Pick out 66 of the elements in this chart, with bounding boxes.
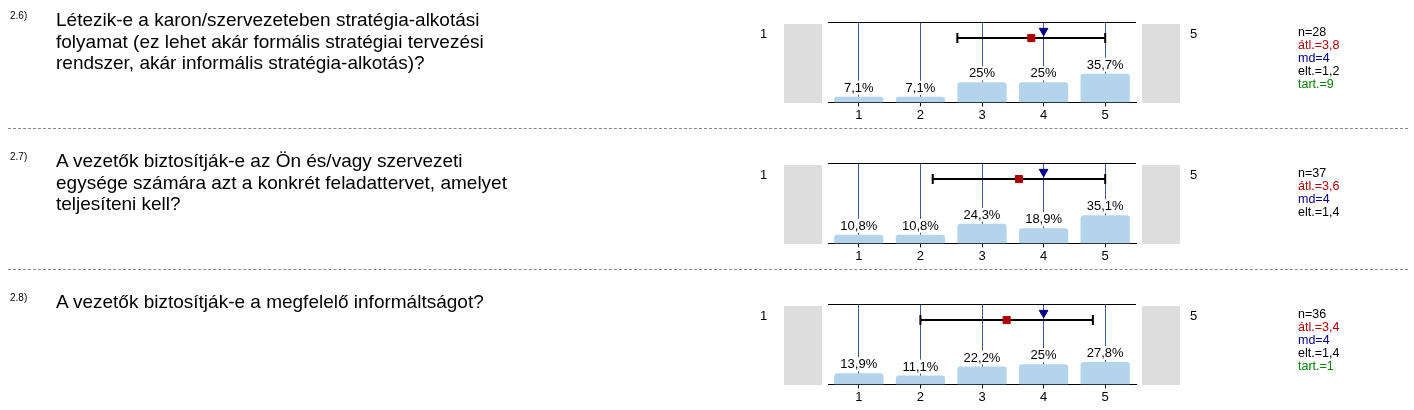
data-label: 25% xyxy=(1030,347,1058,363)
data-label: 35,1% xyxy=(1086,198,1125,214)
data-label: 13,9% xyxy=(840,356,878,372)
x-tick-label: 5 xyxy=(1101,106,1109,122)
bar xyxy=(834,234,884,244)
text: tart.=9 xyxy=(1298,77,1335,91)
x-tick-label: 1 xyxy=(855,247,863,263)
text: md=4 xyxy=(1298,51,1331,65)
bar xyxy=(895,375,946,385)
text: 1 xyxy=(760,167,768,182)
x-tick-label: 4 xyxy=(1039,388,1048,404)
text: 1 xyxy=(760,26,768,41)
data-label: 18,9% xyxy=(1025,211,1063,227)
x-tick-label: 3 xyxy=(978,247,986,263)
text: n=37 xyxy=(1298,166,1328,180)
text: A vezetők biztosítják-e a megfelelő informáltságot? xyxy=(56,291,485,313)
text: 2.8) xyxy=(10,292,28,303)
text: átl.=3,4 xyxy=(1298,320,1340,334)
bar xyxy=(895,234,946,244)
bar xyxy=(834,373,884,385)
data-label: 25% xyxy=(968,65,996,81)
text: átl.=3,8 xyxy=(1298,38,1340,52)
data-label: 10,8% xyxy=(901,217,940,233)
text: 2.7) xyxy=(10,151,28,162)
x-tick-label: 2 xyxy=(916,247,925,263)
data-label: 7,1% xyxy=(905,79,936,95)
data-label: 11,1% xyxy=(902,358,939,374)
x-tick-label: 3 xyxy=(978,106,986,122)
text: tart.=1 xyxy=(1298,359,1335,373)
x-tick-label: 1 xyxy=(855,106,863,122)
text: 5 xyxy=(1190,167,1198,182)
x-tick-label: 2 xyxy=(916,388,925,404)
text: 5 xyxy=(1190,308,1198,323)
bar xyxy=(1080,362,1130,385)
data-label: 22,2% xyxy=(963,349,1001,365)
x-tick-label: 2 xyxy=(916,106,925,122)
data-label: 10,8% xyxy=(840,217,878,233)
text: A vezetők biztosítják-e az Ön és/vagy szervezeti egysége számára azt a konkrét feladattervet, amelyet teljesíteni kell? xyxy=(56,150,508,215)
text: elt.=1,4 xyxy=(1298,346,1340,360)
bar xyxy=(1018,364,1069,385)
x-tick-label: 4 xyxy=(1039,106,1048,122)
text: 1 xyxy=(760,308,768,323)
x-tick-label: 5 xyxy=(1101,388,1109,404)
x-tick-label: 5 xyxy=(1101,247,1109,263)
data-label: 24,3% xyxy=(963,206,1001,222)
x-tick-label: 1 xyxy=(855,388,863,404)
data-label: 27,8% xyxy=(1086,345,1125,361)
x-tick-label: 3 xyxy=(978,388,986,404)
text: átl.=3,6 xyxy=(1298,179,1340,193)
text: elt.=1,4 xyxy=(1298,205,1340,219)
data-label: 7,1% xyxy=(843,79,875,95)
text: 2.6) xyxy=(10,10,28,21)
data-label: 35,7% xyxy=(1086,56,1125,72)
text: md=4 xyxy=(1298,192,1331,206)
text: Létezik-e a karon/szervezeteben stratégia-alkotási folyamat (ez lehet akár formális stratégiai tervezési rendszer, akár informális stratégia-alkotás)? xyxy=(56,9,485,74)
text: md=4 xyxy=(1298,333,1331,347)
bar xyxy=(1018,228,1069,244)
x-tick-label: 4 xyxy=(1039,247,1048,263)
bar xyxy=(1080,215,1130,244)
text: n=28 xyxy=(1298,25,1328,39)
bar xyxy=(957,223,1007,244)
text: n=36 xyxy=(1298,307,1328,321)
data-label: 25% xyxy=(1030,65,1058,81)
text: elt.=1,2 xyxy=(1298,64,1340,78)
bar xyxy=(957,366,1007,385)
text: 5 xyxy=(1190,26,1198,41)
